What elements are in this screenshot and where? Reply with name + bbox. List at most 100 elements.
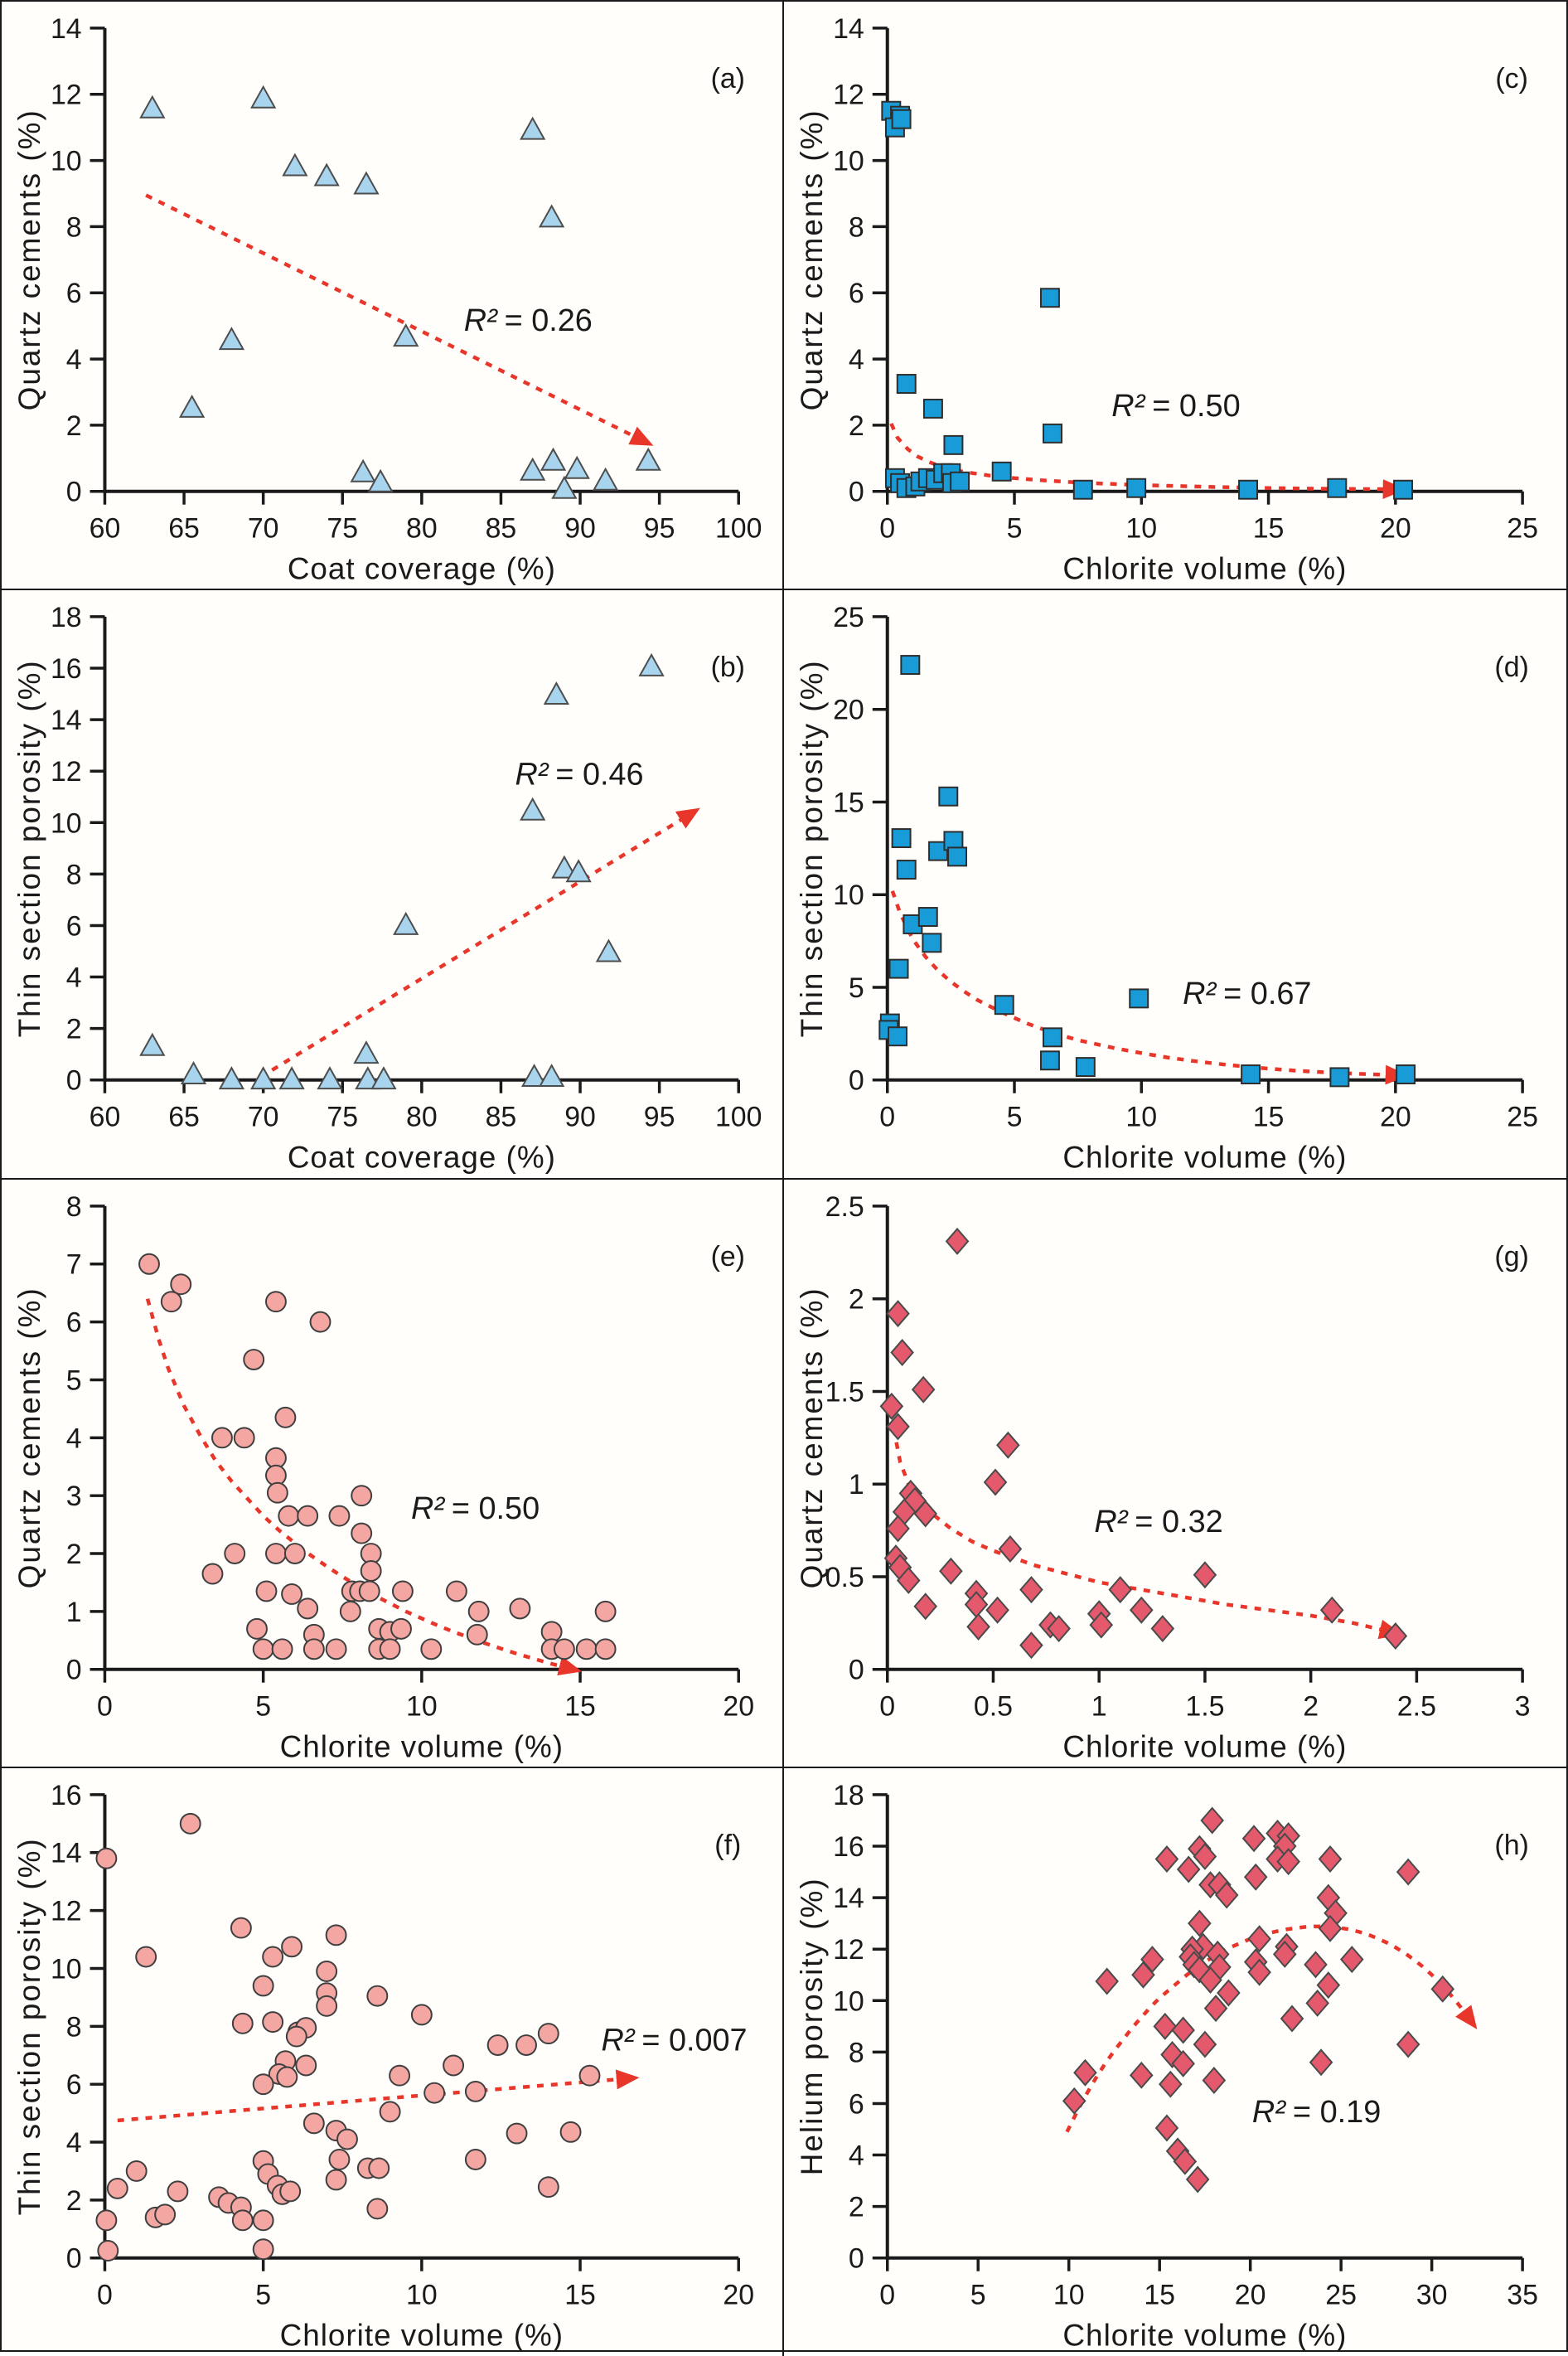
data-point-diamond	[886, 1413, 910, 1441]
data-point-triangle	[282, 153, 308, 177]
panel-f: 0 5 10 15 20 0 2 4 6 8 10 12 14 16 Chlorite volume (%)…	[2, 1768, 784, 2356]
y-tick-label: 6	[66, 1307, 82, 1339]
panel-letter: (g)	[1494, 1241, 1528, 1273]
data-point-triangle	[595, 938, 622, 962]
r-squared-value: = 0.19	[1293, 2096, 1381, 2131]
data-point-triangle	[370, 1066, 397, 1090]
data-point-diamond	[1188, 1910, 1212, 1938]
data-point-diamond	[1193, 1843, 1217, 1871]
data-point-diamond	[1309, 2048, 1333, 2077]
r-squared-symbol: R²	[1111, 389, 1145, 424]
data-point-triangle	[538, 1064, 565, 1088]
x-tick-label: 0	[879, 1691, 895, 1723]
y-axis-label: Thin section porosity (%)	[12, 1838, 46, 2216]
y-tick-label: 2	[66, 410, 82, 442]
data-point-diamond	[1318, 1915, 1343, 1943]
data-point-circle	[316, 1995, 338, 2018]
data-point-circle	[537, 2023, 559, 2045]
data-point-circle	[467, 1600, 490, 1622]
data-point-square	[1039, 288, 1060, 308]
data-point-circle	[339, 1600, 361, 1622]
data-point-circle	[271, 1638, 293, 1660]
r-squared-value: = 0.007	[641, 2024, 747, 2058]
data-point-diamond	[1154, 2114, 1179, 2142]
x-tick-label: 10	[406, 2280, 438, 2311]
x-tick-label: 0	[97, 1691, 113, 1723]
data-point-diamond	[1396, 1859, 1420, 1887]
data-point-circle	[366, 1985, 389, 2008]
y-axis-label: Quartz cements (%)	[12, 109, 46, 410]
y-axis-label: Thin section porosity (%)	[795, 660, 829, 1038]
y-tick-label: 15	[833, 788, 864, 819]
data-point-circle	[265, 1291, 287, 1313]
data-point-diamond	[1243, 1864, 1268, 1892]
panel-d-chart: 0 5 10 15 20 25 0 5 10 15 20 25 Chlorite volume (%) T…	[795, 602, 1538, 1175]
y-tick-label: 20	[833, 695, 864, 726]
y-tick-label: 16	[833, 1831, 864, 1863]
data-point-diamond	[1319, 1596, 1344, 1624]
data-point-circle	[325, 1924, 347, 1946]
trend-line	[117, 2069, 640, 2123]
data-point-circle	[295, 2054, 317, 2077]
x-tick-label: 35	[1507, 2280, 1538, 2311]
y-tick-label: 18	[51, 602, 82, 633]
data-point-diamond	[1108, 1576, 1133, 1604]
x-tick-label: 3	[1515, 1691, 1531, 1723]
data-point-square	[928, 841, 949, 862]
panel-b: 60 65 70 75 80 85 90 95 100 0 2 4 6 8 10 12 14 16 18 Coat c…	[2, 590, 784, 1180]
r-squared-value: = 0.46	[555, 758, 643, 793]
panel-letter: (e)	[711, 1241, 745, 1273]
data-point-triangle	[313, 162, 340, 187]
r-squared-annotation: R² = 0.19	[1252, 2096, 1381, 2131]
r-squared-annotation: R² = 0.007	[601, 2024, 747, 2058]
panel-c-chart: 0 5 10 15 20 25 0 2 4 6 8 10 12 14 Chlorite volume (%)…	[795, 13, 1538, 586]
data-point-circle	[423, 2082, 446, 2105]
panel-h-chart: 0 5 10 15 20 25 30 35 0 2 4 6 8 10 12 14 16 18 Chlorite vo…	[795, 1780, 1538, 2353]
x-tick-label: 90	[564, 513, 596, 545]
data-point-circle	[486, 2034, 509, 2057]
data-point-circle	[578, 2065, 601, 2087]
y-axis-label: Quartz cements (%)	[795, 109, 829, 410]
data-point-circle	[252, 2209, 274, 2232]
data-point-circle	[95, 1848, 118, 1870]
y-tick-label: 4	[66, 2127, 82, 2159]
panel-e: 0 5 10 15 20 0 1 2 3 4 5 6 7 8 Chlorite volume (%) Quar…	[2, 1179, 784, 1769]
y-tick-label: 4	[849, 344, 864, 376]
data-point-circle	[252, 2238, 274, 2261]
r-squared-symbol: R²	[1252, 2096, 1286, 2131]
data-point-circle	[160, 1291, 182, 1313]
x-tick-label: 100	[715, 513, 762, 545]
x-tick-label: 25	[1325, 2280, 1357, 2311]
data-point-circle	[106, 2178, 128, 2200]
data-point-circle	[95, 2209, 118, 2232]
x-tick-label: 5	[1007, 513, 1023, 545]
y-tick-label: 25	[833, 602, 864, 633]
data-point-circle	[351, 1522, 373, 1544]
data-point-circle	[316, 1961, 338, 1983]
data-point-diamond	[896, 1566, 921, 1594]
data-point-square	[1072, 479, 1093, 500]
data-point-circle	[262, 2011, 284, 2034]
data-point-circle	[445, 1580, 467, 1602]
y-tick-label: 6	[849, 278, 864, 309]
data-point-diamond	[886, 1300, 910, 1328]
data-point-diamond	[939, 1557, 963, 1585]
data-point-square	[896, 860, 917, 880]
data-point-diamond	[1047, 1615, 1071, 1643]
data-point-circle	[328, 2149, 351, 2171]
data-point-square	[891, 828, 912, 849]
data-point-circle	[281, 1936, 303, 1958]
data-point-circle	[559, 2121, 582, 2144]
data-point-circle	[211, 1427, 233, 1449]
panel-a-chart: 60 65 70 75 80 85 90 95 100 0 2 4 6 8 10 12 14 Coat cover…	[12, 13, 762, 586]
data-point-square	[891, 109, 912, 129]
y-tick-label: 2.5	[825, 1191, 864, 1223]
y-tick-label: 1.5	[825, 1376, 864, 1408]
data-point-diamond	[1019, 1576, 1043, 1604]
x-tick-label: 30	[1416, 2280, 1448, 2311]
x-tick-label: 15	[1253, 513, 1285, 545]
y-tick-label: 10	[833, 146, 864, 177]
x-tick-label: 10	[406, 1691, 438, 1723]
data-point-circle	[283, 1543, 306, 1564]
